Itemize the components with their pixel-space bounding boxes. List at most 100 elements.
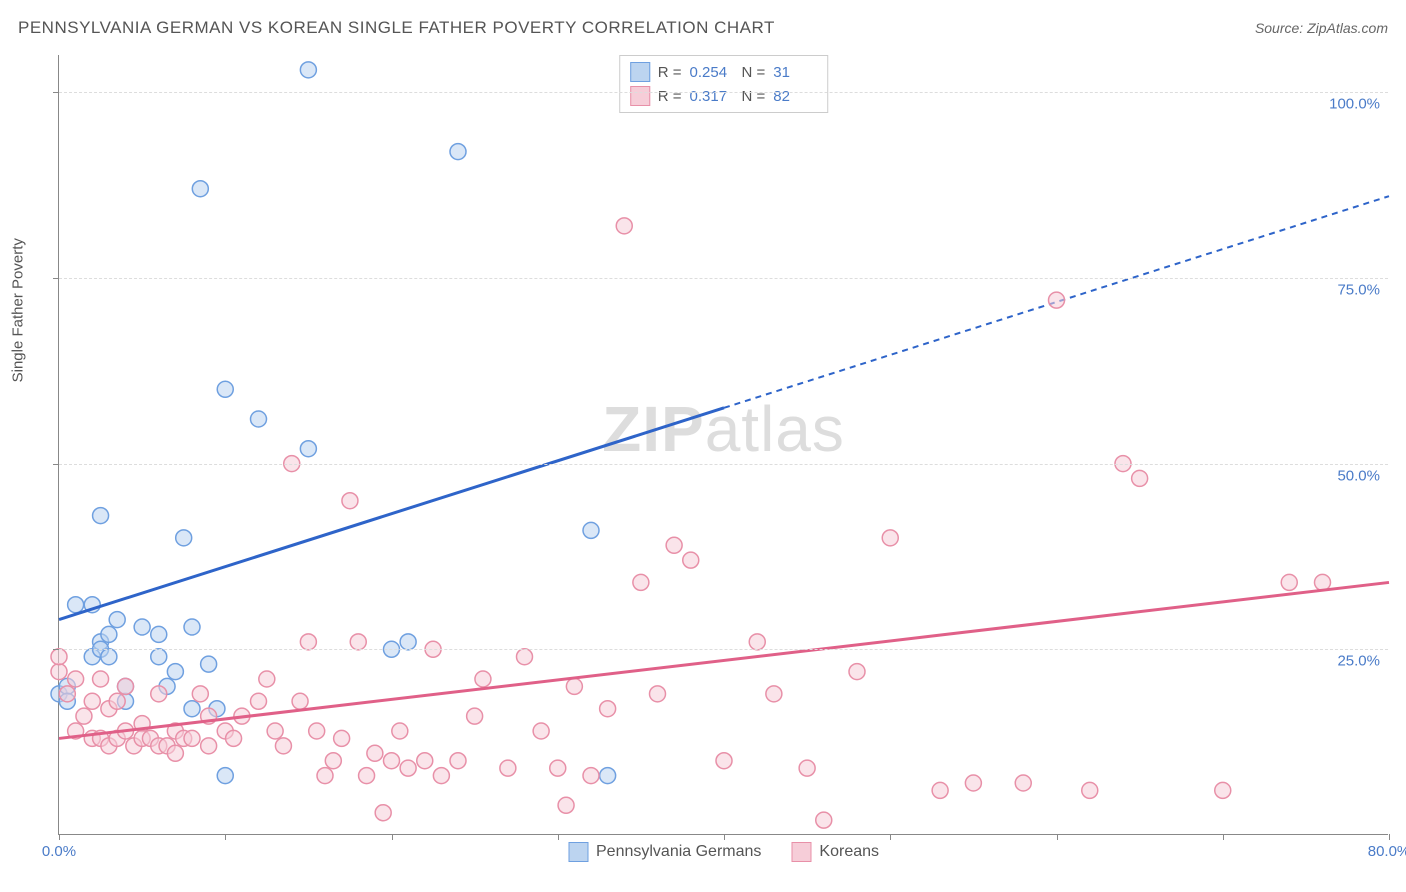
data-point [101, 626, 117, 642]
gridline-h [59, 464, 1388, 465]
data-point [68, 597, 84, 613]
data-point [558, 797, 574, 813]
data-point [151, 686, 167, 702]
legend-swatch [568, 842, 588, 862]
data-point [600, 768, 616, 784]
x-tick [59, 834, 60, 840]
source-name: ZipAtlas.com [1307, 20, 1388, 36]
data-point [59, 686, 75, 702]
chart-header: PENNSYLVANIA GERMAN VS KOREAN SINGLE FAT… [18, 18, 1388, 38]
data-point [583, 522, 599, 538]
legend-swatch [791, 842, 811, 862]
data-point [384, 753, 400, 769]
data-point [201, 656, 217, 672]
data-point [650, 686, 666, 702]
x-tick-label: 0.0% [42, 843, 76, 860]
legend-n-value: 31 [773, 64, 817, 81]
data-point [68, 671, 84, 687]
data-point [151, 626, 167, 642]
data-point [251, 693, 267, 709]
data-point [400, 760, 416, 776]
data-point [533, 723, 549, 739]
data-point [226, 730, 242, 746]
y-tick [53, 464, 59, 465]
data-point [566, 678, 582, 694]
legend-series-label: Pennsylvania Germans [596, 843, 761, 861]
legend-series: Pennsylvania GermansKoreans [568, 842, 879, 862]
data-point [517, 649, 533, 665]
data-point [433, 768, 449, 784]
x-tick [1223, 834, 1224, 840]
data-point [51, 649, 67, 665]
data-point [550, 760, 566, 776]
data-point [1015, 775, 1031, 791]
data-point [350, 634, 366, 650]
data-point [450, 753, 466, 769]
y-tick-label: 25.0% [1337, 653, 1380, 670]
data-point [367, 745, 383, 761]
data-point [882, 530, 898, 546]
data-point [1132, 470, 1148, 486]
data-point [683, 552, 699, 568]
data-point [192, 686, 208, 702]
data-point [134, 619, 150, 635]
legend-n-label: N = [742, 88, 766, 105]
source-prefix: Source: [1255, 20, 1307, 36]
data-point [633, 574, 649, 590]
data-point [151, 649, 167, 665]
chart-title: PENNSYLVANIA GERMAN VS KOREAN SINGLE FAT… [18, 18, 775, 38]
data-point [184, 701, 200, 717]
gridline-h [59, 92, 1388, 93]
data-point [600, 701, 616, 717]
data-point [475, 671, 491, 687]
x-tick [724, 834, 725, 840]
legend-correlation-row: R =0.317N =82 [630, 84, 818, 108]
data-point [167, 664, 183, 680]
data-point [267, 723, 283, 739]
data-point [176, 530, 192, 546]
data-point [1315, 574, 1331, 590]
legend-correlation-box: R =0.254N =31R =0.317N =82 [619, 55, 829, 113]
chart-plot-area: ZIPatlas R =0.254N =31R =0.317N =82 Penn… [58, 55, 1388, 835]
x-tick [1057, 834, 1058, 840]
data-point [292, 693, 308, 709]
data-point [317, 768, 333, 784]
legend-n-label: N = [742, 64, 766, 81]
y-tick [53, 278, 59, 279]
trend-line [59, 408, 724, 620]
data-point [965, 775, 981, 791]
data-point [400, 634, 416, 650]
data-point [118, 678, 134, 694]
legend-n-value: 82 [773, 88, 817, 105]
data-point [184, 730, 200, 746]
data-point [309, 723, 325, 739]
data-point [1215, 782, 1231, 798]
x-tick [225, 834, 226, 840]
data-point [749, 634, 765, 650]
y-tick [53, 649, 59, 650]
data-point [51, 664, 67, 680]
data-point [192, 181, 208, 197]
legend-r-value: 0.254 [690, 64, 734, 81]
data-point [76, 708, 92, 724]
y-tick-label: 50.0% [1337, 467, 1380, 484]
y-tick [53, 92, 59, 93]
gridline-h [59, 278, 1388, 279]
data-point [201, 738, 217, 754]
trend-line [59, 582, 1389, 738]
data-point [109, 612, 125, 628]
data-point [583, 768, 599, 784]
x-tick-label: 80.0% [1368, 843, 1406, 860]
data-point [251, 411, 267, 427]
data-point [109, 693, 125, 709]
data-point [616, 218, 632, 234]
data-point [666, 537, 682, 553]
data-point [275, 738, 291, 754]
data-point [467, 708, 483, 724]
data-point [417, 753, 433, 769]
data-point [300, 62, 316, 78]
data-point [300, 634, 316, 650]
data-point [849, 664, 865, 680]
data-point [184, 619, 200, 635]
y-tick-label: 75.0% [1337, 281, 1380, 298]
